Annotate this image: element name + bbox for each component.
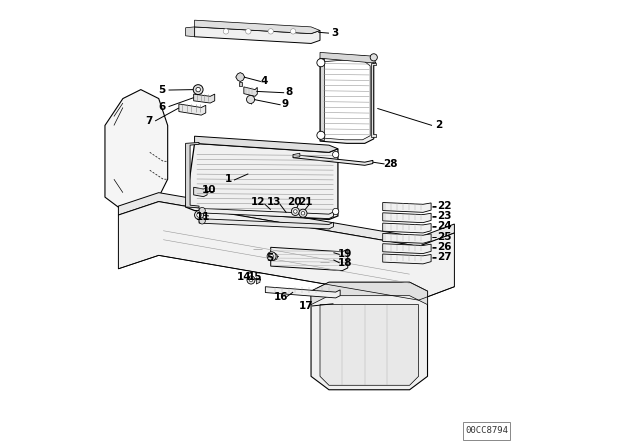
Circle shape	[333, 208, 339, 215]
Text: 17: 17	[298, 301, 313, 311]
Polygon shape	[320, 58, 324, 140]
Text: 15: 15	[248, 272, 262, 282]
Circle shape	[199, 218, 205, 224]
Text: 26: 26	[437, 242, 452, 252]
Text: 12: 12	[251, 198, 266, 207]
Polygon shape	[118, 193, 454, 246]
Circle shape	[317, 59, 325, 67]
Text: 14: 14	[237, 272, 251, 282]
Polygon shape	[293, 153, 300, 158]
Polygon shape	[236, 73, 244, 82]
Circle shape	[333, 151, 339, 158]
Polygon shape	[383, 244, 431, 254]
Text: 5: 5	[266, 253, 273, 263]
Text: 16: 16	[274, 293, 289, 302]
Polygon shape	[320, 56, 374, 143]
Polygon shape	[194, 94, 214, 103]
Polygon shape	[271, 247, 348, 271]
Polygon shape	[118, 202, 454, 300]
Text: 27: 27	[437, 252, 452, 262]
Polygon shape	[244, 87, 257, 96]
Circle shape	[301, 211, 305, 215]
Polygon shape	[195, 136, 338, 152]
Text: 13: 13	[267, 198, 281, 207]
Polygon shape	[186, 143, 338, 220]
Text: 22: 22	[437, 201, 452, 211]
Polygon shape	[266, 287, 340, 298]
Text: 00CC8794: 00CC8794	[465, 426, 508, 435]
Circle shape	[267, 252, 276, 261]
Circle shape	[291, 29, 296, 34]
Text: 9: 9	[282, 99, 289, 109]
Circle shape	[247, 276, 255, 284]
Text: 21: 21	[298, 198, 313, 207]
Polygon shape	[320, 52, 376, 63]
Text: 20: 20	[287, 198, 301, 207]
Circle shape	[199, 207, 205, 214]
Circle shape	[195, 211, 204, 220]
Circle shape	[196, 87, 200, 92]
Text: 24: 24	[437, 221, 452, 231]
Polygon shape	[320, 305, 419, 385]
Text: 5: 5	[159, 85, 166, 95]
Polygon shape	[195, 20, 320, 34]
Text: 10: 10	[202, 185, 216, 195]
Polygon shape	[186, 142, 199, 208]
Polygon shape	[194, 187, 207, 197]
Bar	[463, 422, 510, 440]
Circle shape	[370, 54, 378, 61]
Circle shape	[246, 95, 255, 103]
Text: 23: 23	[437, 211, 452, 221]
Text: 25: 25	[437, 232, 452, 241]
Text: 28: 28	[383, 159, 398, 169]
Polygon shape	[186, 27, 195, 37]
Circle shape	[317, 131, 325, 139]
Polygon shape	[371, 63, 376, 137]
Polygon shape	[383, 233, 431, 243]
Circle shape	[291, 207, 300, 215]
Polygon shape	[199, 208, 333, 219]
Text: 19: 19	[337, 250, 352, 259]
Text: 1: 1	[225, 174, 232, 184]
Text: 8: 8	[285, 87, 292, 97]
Circle shape	[249, 278, 253, 282]
Polygon shape	[311, 282, 428, 305]
Polygon shape	[383, 213, 431, 223]
Circle shape	[223, 29, 228, 34]
Polygon shape	[383, 202, 431, 212]
Text: 18: 18	[337, 258, 352, 268]
Text: 6: 6	[159, 102, 166, 112]
Circle shape	[299, 209, 307, 217]
Polygon shape	[257, 278, 260, 284]
Polygon shape	[383, 223, 431, 233]
Polygon shape	[179, 104, 205, 115]
Text: 3: 3	[332, 28, 339, 38]
Text: 2: 2	[435, 121, 442, 130]
Text: 11: 11	[195, 212, 210, 222]
Polygon shape	[383, 254, 431, 264]
Polygon shape	[239, 82, 241, 86]
Circle shape	[268, 29, 273, 34]
Text: 7: 7	[145, 116, 152, 126]
Polygon shape	[311, 282, 428, 390]
Circle shape	[193, 85, 203, 95]
Polygon shape	[323, 60, 370, 140]
Text: 4: 4	[260, 76, 268, 86]
Circle shape	[270, 253, 278, 260]
Polygon shape	[199, 219, 333, 229]
Circle shape	[246, 29, 251, 34]
Circle shape	[270, 254, 273, 258]
Circle shape	[294, 210, 297, 213]
Polygon shape	[105, 90, 168, 211]
Circle shape	[196, 213, 201, 217]
Polygon shape	[293, 155, 373, 165]
Polygon shape	[195, 27, 320, 43]
